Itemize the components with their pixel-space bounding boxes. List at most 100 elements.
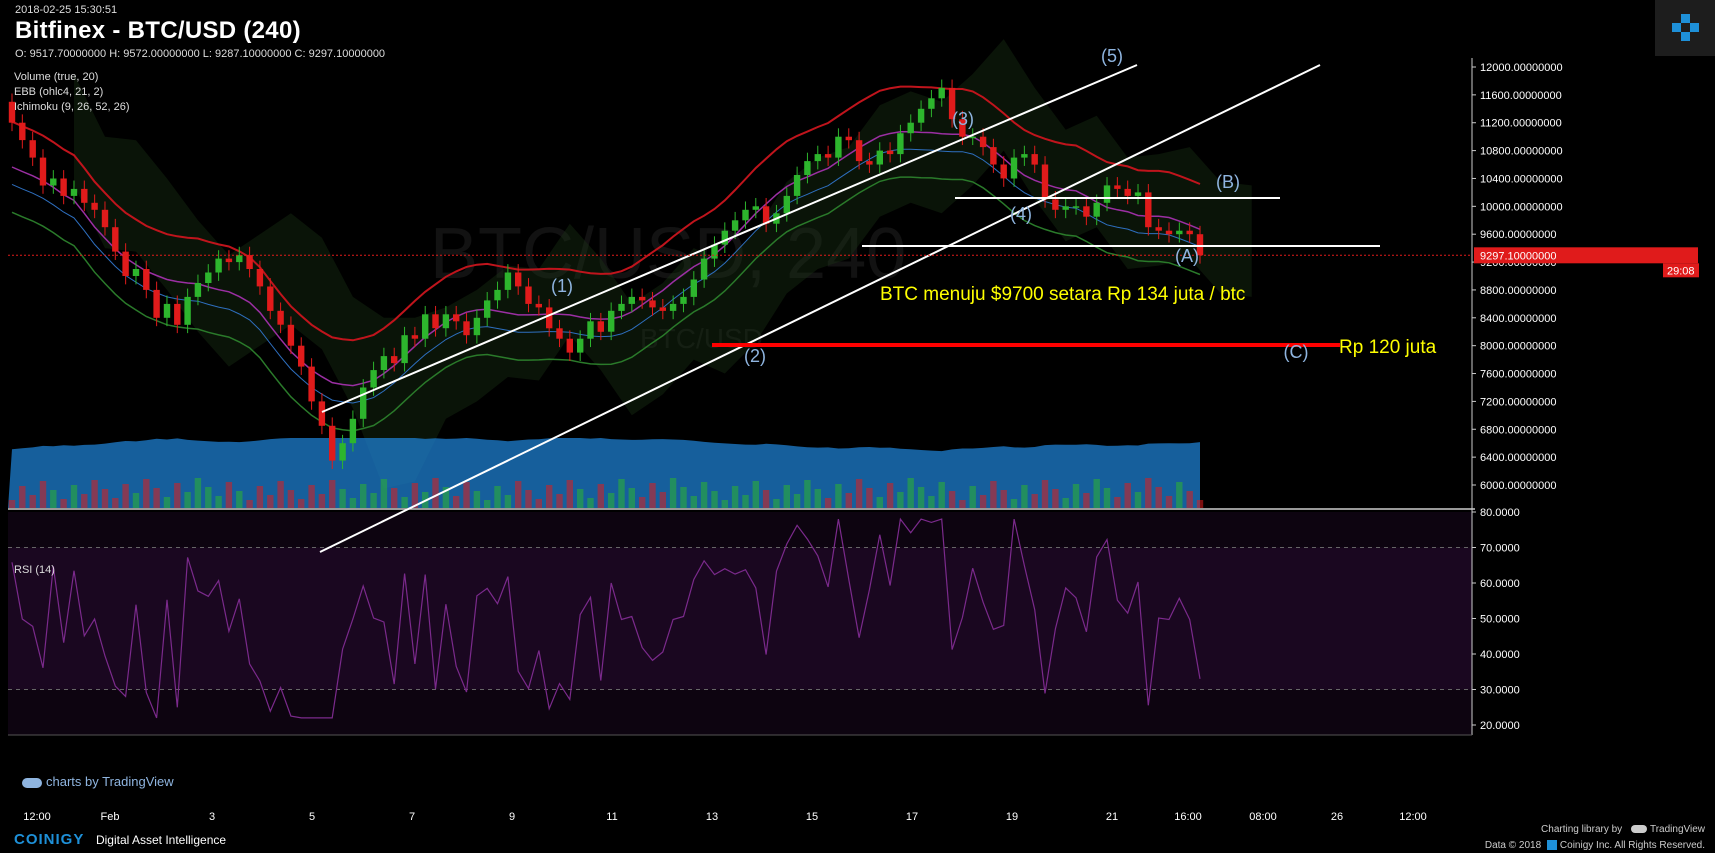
volume-bar <box>742 495 749 508</box>
candle <box>597 321 604 332</box>
volume-bar <box>669 478 677 508</box>
candle <box>132 269 140 276</box>
candle <box>287 324 295 346</box>
watermark-sub: BTC/USD <box>640 323 763 354</box>
candle <box>897 133 904 155</box>
candle <box>60 178 67 196</box>
candle <box>81 188 88 203</box>
candle <box>215 258 222 273</box>
volume-bar <box>1052 489 1059 508</box>
indicator-volume[interactable]: Volume (true, 20) <box>14 71 99 83</box>
volume-bar <box>81 494 88 508</box>
volume-bar <box>267 495 274 508</box>
volume-bar <box>525 490 532 508</box>
time-tick-label: 5 <box>309 811 315 823</box>
tradingview-badge[interactable]: charts by TradingView <box>22 774 174 789</box>
volume-bar <box>835 484 842 508</box>
volume-bar <box>1134 492 1142 508</box>
wave-label: (B) <box>1216 172 1240 192</box>
price-tick-label: 7200.00000000 <box>1480 396 1556 408</box>
volume-bar <box>907 478 914 508</box>
coinigy-small-icon <box>1546 840 1557 851</box>
candle <box>969 136 976 139</box>
annotation-target: BTC menuju $9700 setara Rp 134 juta / bt… <box>880 284 1245 305</box>
volume-bar <box>969 486 976 508</box>
price-tick-label: 11200.00000000 <box>1480 118 1562 130</box>
volume-bar <box>122 484 129 508</box>
volume-bar <box>649 483 656 508</box>
volume-bar <box>246 500 253 508</box>
candle <box>308 366 315 402</box>
volume-bar <box>886 483 894 508</box>
candle <box>979 136 987 148</box>
candle <box>525 286 532 304</box>
candle <box>70 188 78 196</box>
volume-bar <box>711 491 718 508</box>
volume-bar <box>1031 494 1038 508</box>
volume-bar <box>1041 480 1049 508</box>
candle <box>236 255 243 263</box>
volume-bar <box>866 488 873 508</box>
countdown-badge <box>1663 263 1699 278</box>
volume-bar <box>411 483 419 508</box>
candle <box>1052 199 1059 210</box>
candle <box>742 209 749 221</box>
candle <box>101 209 109 228</box>
volume-bar <box>112 498 119 508</box>
charting-credit[interactable]: Charting library by TradingView <box>1541 824 1705 835</box>
price-tick-label: 9600.00000000 <box>1480 229 1556 241</box>
channel-lower-line <box>319 64 1321 553</box>
time-tick-label: 21 <box>1106 811 1118 823</box>
time-tick-label: Feb <box>101 811 120 823</box>
volume-bar <box>153 488 160 508</box>
volume-bar <box>308 485 315 508</box>
price-tick-label: 10800.00000000 <box>1480 146 1563 158</box>
candle <box>277 310 284 325</box>
candle <box>690 279 697 297</box>
volume-bar <box>690 496 697 508</box>
volume-bar <box>618 479 625 508</box>
time-tick-label: 19 <box>1006 811 1018 823</box>
candle <box>546 307 553 329</box>
volume-bar <box>948 491 956 508</box>
candle <box>1176 230 1183 235</box>
volume-bar <box>1083 493 1090 508</box>
candle <box>1000 164 1007 179</box>
volume-bar <box>1186 491 1193 508</box>
volume-bar <box>773 499 780 508</box>
indicator-rsi[interactable]: RSI (14) <box>14 564 55 576</box>
candle <box>1196 234 1204 256</box>
volume-bar <box>256 486 264 508</box>
volume-bar <box>535 499 542 508</box>
candle <box>411 335 419 339</box>
indicator-ebb[interactable]: EBB (ohlc4, 21, 2) <box>14 86 104 98</box>
indicator-ichimoku[interactable]: Ichimoku (9, 26, 52, 26) <box>14 101 130 113</box>
volume-bar <box>1021 485 1028 508</box>
candle <box>494 289 501 301</box>
charting-credit-text: Charting library by <box>1541 824 1623 835</box>
footer-brand: COINIGY Digital Asset Intelligence <box>14 831 226 848</box>
volume-bar <box>484 500 491 508</box>
coinigy-brand[interactable]: COINIGY <box>14 831 85 848</box>
ohlc-readout: O: 9517.70000000 H: 9572.00000000 L: 928… <box>15 48 386 60</box>
candle <box>855 140 863 162</box>
candle <box>298 345 305 367</box>
time-tick-label: 15 <box>806 811 818 823</box>
volume-bar <box>1176 482 1183 508</box>
copyright-year: Data © 2018 <box>1484 840 1542 851</box>
volume-bar <box>194 478 202 508</box>
candle <box>1124 188 1131 196</box>
candle <box>1186 230 1193 235</box>
volume-bar <box>442 487 450 508</box>
volume-bar <box>1114 497 1121 508</box>
price-tick-label: 12000.00000000 <box>1480 62 1563 74</box>
volume-bar <box>463 482 470 508</box>
volume-bar <box>680 487 687 508</box>
time-tick-label: 3 <box>209 811 215 823</box>
candle <box>349 418 357 444</box>
candle <box>845 136 852 141</box>
time-tick-label: 17 <box>906 811 918 823</box>
coinigy-logo-icon[interactable] <box>1655 0 1715 56</box>
volume-bar <box>205 487 212 508</box>
